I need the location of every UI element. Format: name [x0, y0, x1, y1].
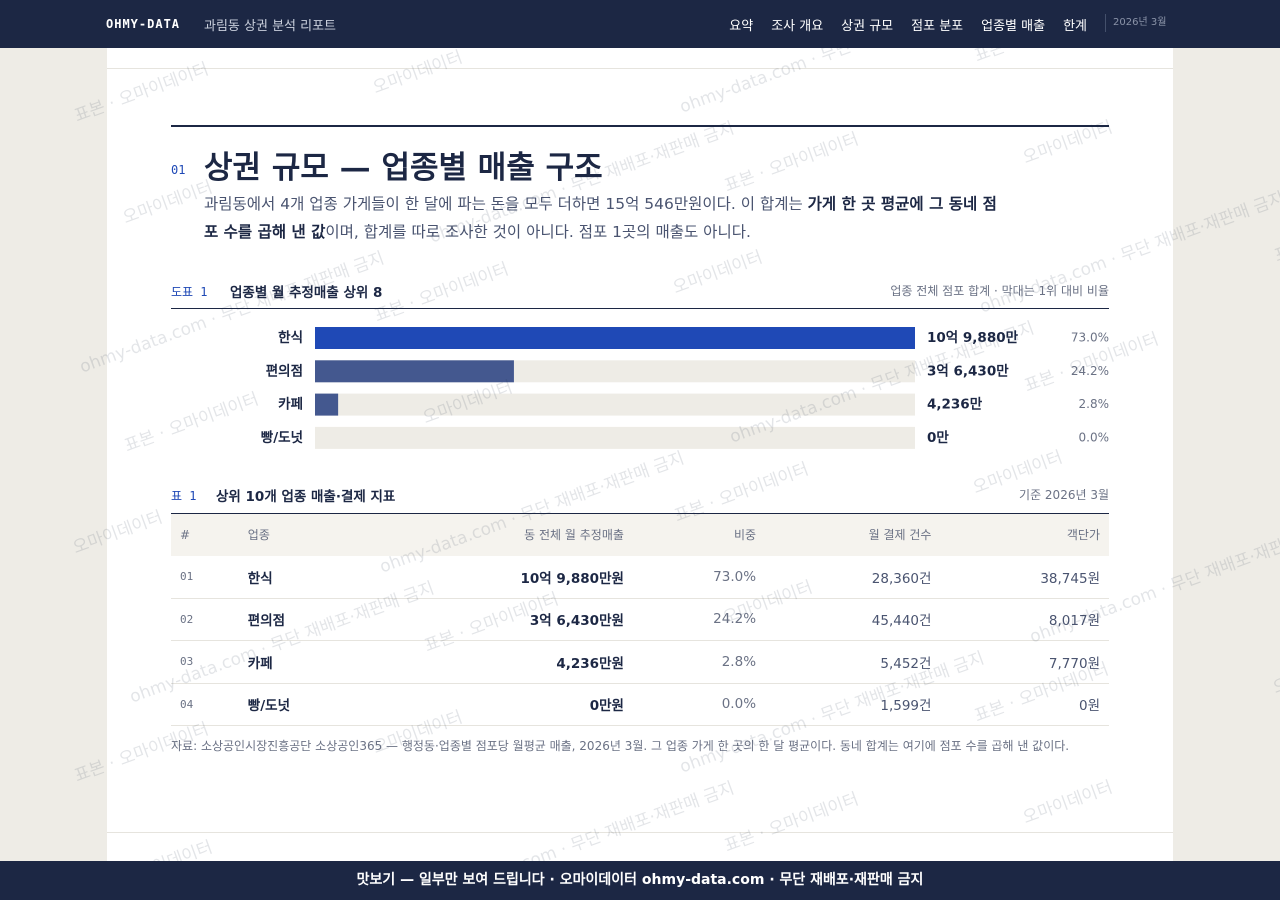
table-row: 02 편의점 3억 6,430만원 24.2% 45,440건 8,017원 [171, 598, 1109, 641]
table-note: 기준 2026년 3월 [1019, 488, 1109, 502]
bar-share: 2.8% [1079, 397, 1110, 411]
column-header: # [171, 513, 239, 556]
table-cell: 5,452건 [765, 640, 941, 684]
bar-label: 빵/도넛 [261, 430, 303, 446]
paragraph-text: 가게 한 곳 평균에 그 동네 점포 수를 곱해 낸 값 [204, 195, 997, 241]
figure-rule [171, 308, 1109, 309]
bar-label: 편의점 [266, 362, 303, 379]
table: # 업종 동 전체 월 추정매출 비중 월 결제 건수 객단가 01 한식 10억 9,880만… [171, 513, 1109, 726]
section-paragraph: 과림동에서 4개 업종 가게들이 한 달에 파는 돈을 모두 더하면 15억 5… [204, 190, 1004, 246]
table-cell: 3억 6,430만원 [369, 598, 633, 641]
section-rule [171, 125, 1109, 127]
footer-banner: 맛보기 — 일부만 보여 드립니다 · 오마이데이터 ohmy-data.com… [0, 861, 1280, 900]
table-cell: 8,017원 [940, 598, 1109, 641]
table-cell: 2.8% [632, 640, 766, 684]
paragraph-text: 이며, 합계를 따로 조사한 것이 아니다. 점포 1곳의 매출도 아니다. [325, 223, 751, 241]
column-header: 비중 [632, 513, 766, 556]
bar [315, 327, 915, 349]
section-title: 상권 규모 — 업종별 매출 구조 [204, 150, 603, 186]
table-cell: 0만원 [369, 683, 633, 726]
bar-share: 0.0% [1079, 430, 1110, 444]
figure-note: 업종 전체 점포 합계 · 막대는 1위 대비 비율 [890, 284, 1109, 298]
column-header: 업종 [238, 513, 370, 556]
logo[interactable]: OHMY-DATA [106, 17, 181, 31]
bar-value: 0만 [927, 430, 949, 446]
bar-label: 한식 [278, 330, 303, 346]
bar-label: 카페 [278, 397, 303, 413]
nav-item[interactable]: 요약 [729, 19, 754, 34]
report-title: 과림동 상권 분석 리포트 [204, 19, 336, 34]
paragraph-text: 과림동에서 4개 업종 가게들이 한 달에 파는 돈을 모두 더하면 15억 5… [204, 195, 808, 213]
watermark: 오마이데이터 [1270, 647, 1280, 699]
table-cell: 04 [171, 683, 239, 726]
table-cell: 03 [171, 640, 239, 684]
bar [315, 393, 339, 416]
source-note: 자료: 소상공인시장진흥공단 소상공인365 — 행정동·업종별 점포당 월평균… [171, 739, 1070, 753]
table-cell: 02 [171, 598, 239, 641]
table-cell: 한식 [238, 555, 370, 599]
date: 2026년 3월 [1105, 14, 1166, 32]
nav-item[interactable]: 점포 분포 [911, 19, 964, 34]
column-header: 동 전체 월 추정매출 [369, 513, 633, 556]
table-cell: 24.2% [632, 598, 766, 641]
bar-track [315, 393, 915, 416]
table-cell: 빵/도넛 [238, 683, 370, 726]
bar-value: 10억 9,880만 [927, 330, 1019, 346]
table-cell: 45,440건 [765, 598, 941, 641]
table-row: 03 카페 4,236만원 2.8% 5,452건 7,770원 [171, 640, 1109, 684]
nav-item[interactable]: 상권 규모 [841, 19, 894, 34]
bar [315, 360, 514, 383]
table-cell: 0.0% [632, 683, 766, 726]
nav: 요약 조사 개요 상권 규모 점포 분포 업종별 매출 한계 [729, 15, 1087, 34]
bar-value: 4,236만 [927, 397, 983, 413]
table-cell: 1,599건 [765, 683, 941, 726]
bar-value: 3억 6,430만 [927, 363, 1009, 379]
table-cell: 28,360건 [765, 555, 941, 599]
nav-item[interactable]: 한계 [1063, 19, 1087, 34]
table-title: 상위 10개 업종 매출·결제 지표 [216, 489, 396, 505]
table-cell: 10억 9,880만원 [369, 555, 633, 599]
nav-item[interactable]: 업종별 매출 [981, 19, 1046, 34]
bar-share: 24.2% [1071, 364, 1109, 378]
table-cell: 73.0% [632, 555, 766, 599]
table-label: 표 1 [171, 489, 197, 503]
table-row: 04 빵/도넛 0만원 0.0% 1,599건 0원 [171, 683, 1109, 726]
figure-label: 도표 1 [171, 285, 208, 299]
bar-chart: 한식 10억 9,880만 73.0% 편의점 3억 6,430만 24.2% 카페 4,23… [261, 327, 1110, 449]
table-cell: 편의점 [238, 598, 370, 641]
table-cell: 01 [171, 555, 239, 599]
nav-item[interactable]: 조사 개요 [771, 19, 824, 34]
table-cell: 7,770원 [940, 640, 1109, 684]
bar-share: 73.0% [1071, 331, 1109, 345]
table-cell: 38,745원 [940, 555, 1109, 599]
table-row: 01 한식 10억 9,880만원 73.0% 28,360건 38,745원 [171, 555, 1109, 599]
table-cell: 4,236만원 [369, 640, 633, 684]
table-cell: 0원 [940, 683, 1109, 726]
card [107, 48, 1173, 861]
figure-title: 업종별 월 추정매출 상위 8 [230, 285, 383, 301]
section-number: 01 [171, 163, 186, 177]
table-cell: 카페 [238, 640, 370, 684]
column-header: 객단가 [940, 513, 1109, 556]
bar-track [315, 426, 915, 449]
column-header: 월 결제 건수 [765, 513, 941, 556]
top-bar: OHMY-DATA 과림동 상권 분석 리포트 요약 조사 개요 상권 규모 점포 분… [0, 0, 1280, 48]
